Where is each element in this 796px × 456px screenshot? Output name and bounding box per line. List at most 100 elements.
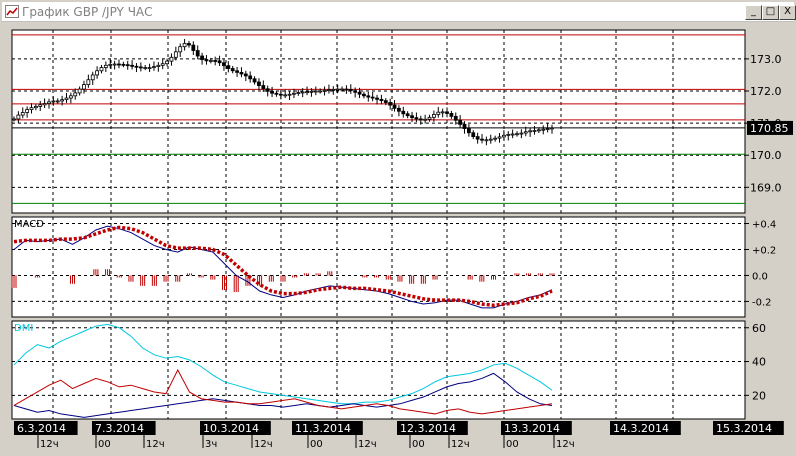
candle-body (73, 92, 78, 97)
candle-body (60, 99, 65, 102)
candle-body (357, 91, 362, 95)
candle-body (217, 60, 222, 64)
candle-body (143, 67, 148, 69)
candle-body (366, 95, 371, 98)
candle-body (200, 55, 204, 60)
candle-body (532, 130, 537, 132)
candle-body (208, 60, 213, 62)
candle-body (117, 63, 121, 66)
candle-body (327, 89, 331, 92)
x-axis-date-label: 14.3.2014 (613, 422, 669, 435)
candle-body (523, 131, 528, 134)
candle-body (414, 117, 419, 120)
x-axis-date-box (610, 421, 681, 435)
minimize-button[interactable]: _ (745, 5, 762, 20)
macd-axis-tick-label: +0.2 (752, 245, 776, 256)
current-price-box (747, 120, 793, 135)
candle-body (488, 138, 493, 141)
candle-body (156, 64, 161, 67)
x-axis-date-box (200, 421, 271, 435)
candle-body (191, 44, 196, 51)
candle-body (410, 115, 414, 119)
candle-body (528, 130, 533, 133)
candle-body (401, 110, 406, 115)
candle-body (278, 93, 283, 96)
macd-panel (11, 216, 746, 318)
candle-body (274, 92, 279, 95)
candle-body (169, 56, 174, 62)
price-panel (11, 29, 746, 214)
candle-body (292, 92, 296, 95)
candle-body (195, 50, 200, 57)
title-bar: График GBP /JPY ЧАС _ □ X (2, 2, 796, 22)
candle-body (335, 88, 340, 91)
candle-body (95, 70, 100, 76)
candle-body (82, 84, 86, 90)
candle-body (226, 65, 231, 69)
candle-body (348, 88, 353, 92)
candle-body (235, 70, 239, 73)
dmi-axis-tick-label: 40 (752, 356, 766, 369)
price-axis-tick-label: 172.0 (750, 85, 782, 98)
x-axis-date-box (292, 421, 363, 435)
close-button[interactable]: X (779, 5, 796, 20)
candle-body (230, 68, 235, 72)
macd-signal-line (13, 225, 553, 308)
candle-body (121, 63, 126, 66)
window-title: График GBP /JPY ЧАС (22, 5, 153, 19)
x-axis-hour-label: 00 (506, 439, 519, 450)
candle-body (38, 104, 43, 107)
price-axis-tick-label: 169.0 (750, 181, 782, 194)
candle-body (12, 118, 16, 121)
candle-body (125, 64, 130, 67)
candle-body (20, 112, 25, 116)
candle-body (379, 98, 384, 102)
x-axis-date-label: 13.3.2014 (504, 422, 560, 435)
candle-body (466, 128, 471, 134)
candle-body (138, 66, 143, 69)
candle-body (16, 114, 21, 120)
candle-body (25, 109, 30, 113)
dmi-minus-line (13, 368, 553, 415)
candle-body (370, 96, 375, 99)
candle-body (222, 62, 226, 67)
x-axis-hour-label: 12ч (556, 439, 575, 450)
x-axis-date-label: 12.3.2014 (400, 422, 456, 435)
candle-body (77, 88, 82, 94)
candle-body (484, 139, 489, 142)
x-axis-date-label: 11.3.2014 (295, 422, 351, 435)
candle-body (165, 60, 169, 65)
candle-body (313, 90, 318, 93)
candle-body (108, 63, 113, 66)
candle-body (112, 63, 117, 66)
candle-body (252, 78, 257, 83)
candle-body (545, 128, 550, 130)
chart-area[interactable]: 173.0172.0171.0170.0169.0170.85+0.4+0.20… (0, 21, 796, 456)
candle-body (99, 67, 104, 72)
candle-body (388, 102, 393, 106)
candle-body (493, 137, 498, 140)
candle-body (248, 75, 253, 80)
x-axis-date-box (14, 421, 78, 435)
candle-body (423, 118, 428, 121)
candle-body (471, 132, 476, 137)
x-axis-hour-label: 12ч (358, 439, 377, 450)
candle-body (436, 111, 441, 115)
macd-title: MACD (14, 219, 44, 230)
candle-body (536, 129, 541, 132)
candle-body (475, 136, 480, 140)
x-axis-hour-label: 12ч (146, 439, 165, 450)
candle-body (392, 104, 397, 109)
maximize-button[interactable]: □ (762, 5, 779, 20)
candle-body (42, 103, 47, 106)
candle-body (515, 133, 519, 136)
candle-body (383, 100, 388, 103)
candle-body (270, 90, 274, 94)
candle-body (375, 97, 379, 100)
candle-body (287, 93, 292, 96)
candle-body (296, 92, 301, 95)
candle-body (178, 46, 183, 53)
candle-body (68, 95, 73, 99)
candle-body (187, 43, 191, 46)
